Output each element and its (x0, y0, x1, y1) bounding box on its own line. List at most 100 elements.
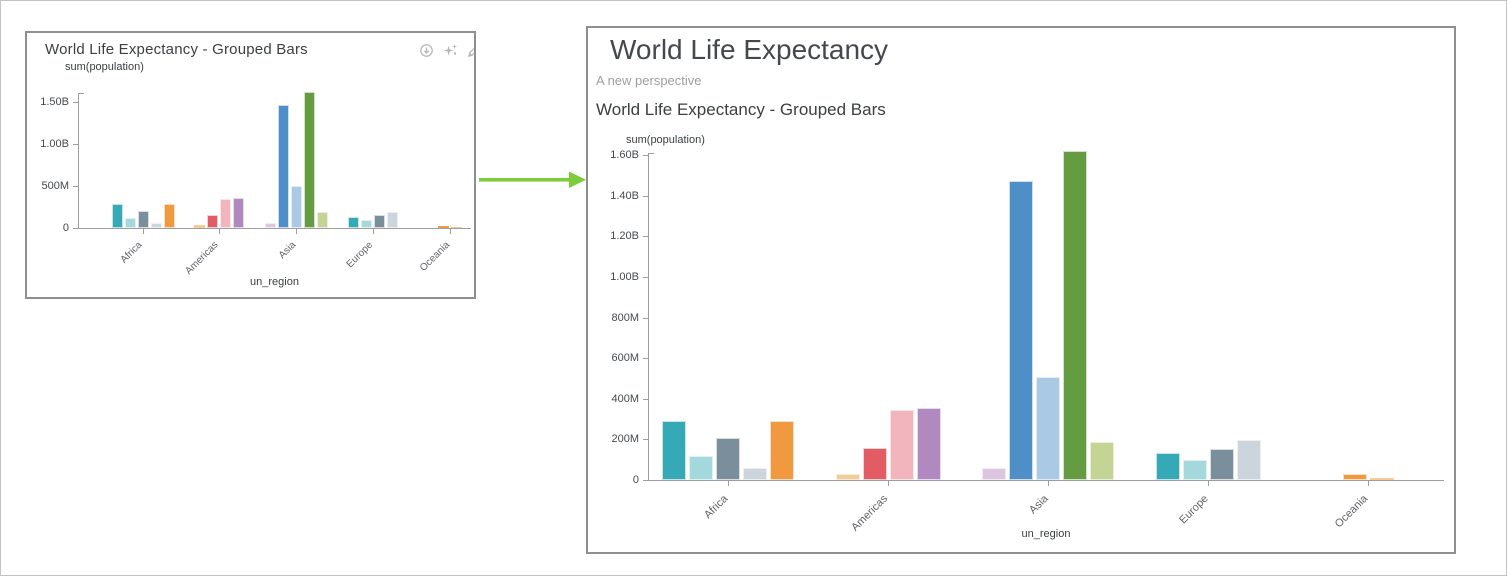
x-tick (888, 481, 889, 486)
y-tick-label: 600M (611, 352, 639, 364)
x-tick (373, 229, 374, 234)
x-category-label: Oceania (1332, 492, 1371, 531)
y-tick (643, 277, 648, 278)
x-category-label: Europe (1176, 492, 1211, 527)
bar[interactable] (291, 185, 302, 228)
y-tick (643, 480, 648, 481)
y-tick-label: 1.20B (610, 230, 639, 242)
x-category-label: Africa (119, 239, 145, 266)
bar[interactable] (1063, 150, 1087, 480)
sparkles-icon[interactable] (443, 43, 458, 58)
y-axis-top-cap (648, 153, 654, 154)
x-tick (296, 229, 297, 234)
bar[interactable] (220, 199, 231, 228)
y-axis-line (648, 153, 649, 481)
x-tick (1208, 481, 1209, 486)
x-axis-line (648, 480, 1444, 481)
bar[interactable] (836, 473, 860, 480)
bar[interactable] (278, 104, 289, 228)
x-tick (728, 481, 729, 486)
bar[interactable] (151, 222, 162, 228)
y-tick-label: 1.00B (610, 271, 639, 283)
y-tick (643, 399, 648, 400)
y-tick (73, 186, 78, 187)
bar[interactable] (348, 216, 359, 228)
y-axis-title: sum(population) (65, 61, 144, 73)
y-tick (73, 102, 78, 103)
bar[interactable] (662, 421, 686, 480)
x-tick (143, 229, 144, 234)
bar[interactable] (1036, 377, 1060, 480)
bar[interactable] (890, 409, 914, 480)
y-tick (643, 236, 648, 237)
y-tick (643, 318, 648, 319)
chart-title: World Life Expectancy - Grouped Bars (596, 100, 886, 119)
bar[interactable] (982, 467, 1006, 480)
bar[interactable] (304, 91, 315, 228)
y-tick-label: 1.50B (40, 96, 69, 108)
y-tick (643, 358, 648, 359)
bar[interactable] (716, 438, 740, 480)
y-tick-label: 1.00B (40, 138, 69, 150)
bar[interactable] (164, 203, 175, 228)
overview-card: World Life Expectancy - Grouped Bars sum… (25, 31, 476, 299)
bar[interactable] (1156, 452, 1180, 480)
y-tick (643, 439, 648, 440)
bar[interactable] (374, 214, 385, 228)
x-category-label: Europe (344, 239, 375, 271)
y-tick (643, 196, 648, 197)
bar[interactable] (1009, 181, 1033, 480)
y-tick-label: 1.40B (610, 190, 639, 202)
x-category-label: Asia (276, 239, 298, 262)
transform-arrow-icon (479, 171, 586, 188)
bar[interactable] (207, 214, 218, 228)
bar[interactable] (1370, 478, 1394, 480)
bar[interactable] (194, 225, 205, 228)
bar[interactable] (112, 203, 123, 228)
bar[interactable] (863, 447, 887, 480)
y-tick (73, 228, 78, 229)
card-toolbar (419, 43, 476, 58)
bar[interactable] (125, 217, 136, 228)
y-tick-label: 800M (611, 312, 639, 324)
y-tick-label: 1.60B (610, 149, 639, 161)
x-tick (1368, 481, 1369, 486)
bar[interactable] (1343, 474, 1367, 480)
bar[interactable] (1237, 440, 1261, 480)
bar[interactable] (265, 222, 276, 228)
x-tick (450, 229, 451, 234)
x-axis-title: un_region (250, 276, 299, 288)
dashboard-title: World Life Expectancy (610, 34, 889, 65)
bar[interactable] (233, 198, 244, 228)
bar[interactable] (1183, 459, 1207, 480)
card-title: World Life Expectancy - Grouped Bars (45, 41, 308, 58)
bar[interactable] (438, 225, 449, 228)
y-axis-line (78, 93, 79, 229)
x-axis-title: un_region (1021, 528, 1071, 540)
bar[interactable] (1210, 448, 1234, 480)
bar[interactable] (361, 219, 372, 228)
bar[interactable] (387, 211, 398, 228)
dashboard-card: World Life Expectancy A new perspective … (586, 26, 1456, 554)
bar[interactable] (317, 212, 328, 228)
y-tick-label: 200M (611, 433, 639, 445)
y-tick-label: 500M (41, 180, 69, 192)
bar[interactable] (138, 210, 149, 228)
bar[interactable] (743, 467, 767, 480)
x-tick (1048, 481, 1049, 486)
edit-icon[interactable] (467, 43, 476, 58)
bar[interactable] (917, 407, 941, 480)
y-tick (73, 144, 78, 145)
x-category-label: Americas (183, 239, 221, 277)
x-category-label: Asia (1026, 492, 1051, 517)
x-axis-line (78, 228, 471, 229)
dashboard-subtitle: A new perspective (596, 73, 702, 88)
bar[interactable] (689, 455, 713, 480)
bar[interactable] (1090, 442, 1114, 480)
download-icon[interactable] (419, 43, 434, 58)
bar[interactable] (451, 227, 462, 228)
x-tick (219, 229, 220, 234)
bar[interactable] (770, 421, 794, 480)
y-tick-label: 0 (62, 222, 69, 234)
